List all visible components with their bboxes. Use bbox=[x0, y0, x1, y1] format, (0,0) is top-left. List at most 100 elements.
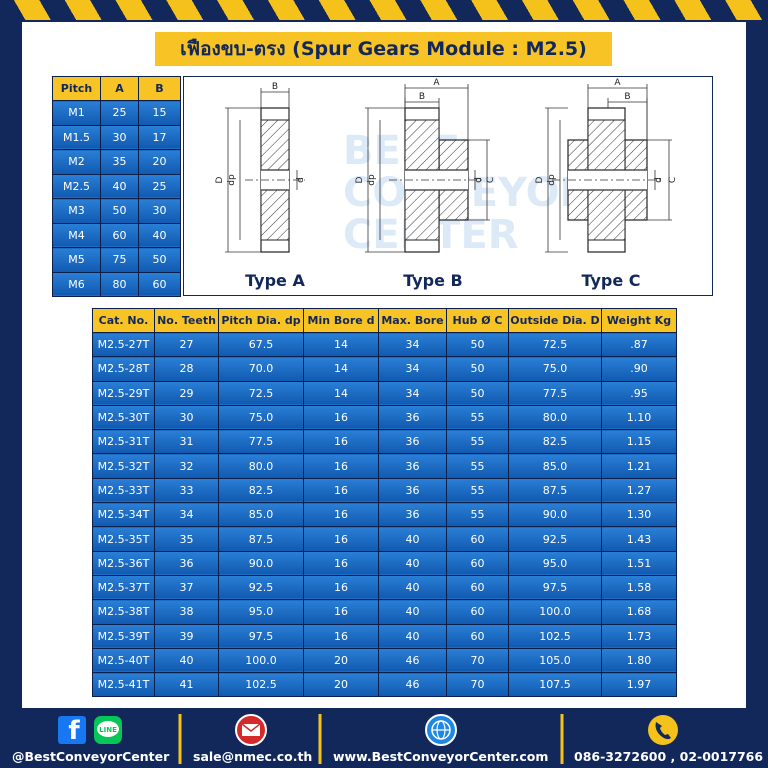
gear-bore bbox=[261, 170, 289, 190]
table-cell: 85.0 bbox=[508, 453, 602, 479]
table-cell: 16 bbox=[303, 502, 379, 528]
table-cell: .95 bbox=[601, 380, 677, 406]
facebook-text: @BestConveyorCenter bbox=[12, 749, 170, 764]
top-stripes bbox=[0, 0, 768, 20]
table-cell: 34 bbox=[378, 356, 447, 382]
table-cell: 50 bbox=[446, 380, 509, 406]
table-cell: 75.0 bbox=[508, 356, 602, 382]
table-cell: 34 bbox=[378, 331, 447, 358]
table-cell: 100.0 bbox=[508, 599, 602, 625]
table-cell: 14 bbox=[303, 331, 379, 358]
table-cell: 39 bbox=[154, 623, 219, 649]
table-cell: 55 bbox=[446, 453, 509, 479]
mail-glyph-flap bbox=[241, 723, 261, 732]
phone-icon[interactable] bbox=[648, 715, 678, 745]
dimension-label: D bbox=[215, 176, 225, 183]
phone-text: 086-3272600 , 02-0017766 bbox=[574, 749, 763, 764]
dimension-label: A bbox=[614, 78, 621, 88]
table-cell: 30 bbox=[100, 124, 139, 150]
table-cell: 33 bbox=[154, 477, 219, 504]
column-header: B bbox=[138, 76, 181, 101]
table-cell: 20 bbox=[138, 149, 181, 175]
table-cell: M2.5 bbox=[52, 173, 101, 199]
table-cell: M2.5-28T bbox=[92, 356, 155, 382]
table-cell: 80.0 bbox=[218, 453, 304, 479]
phone-glyph bbox=[655, 722, 671, 740]
table-cell: 75 bbox=[100, 247, 139, 273]
table-cell: 41 bbox=[154, 672, 219, 698]
table-cell: 1.51 bbox=[601, 550, 677, 576]
table-cell: 60 bbox=[446, 623, 509, 649]
column-header: Outside Dia. D bbox=[508, 308, 602, 333]
table-cell: 67.5 bbox=[218, 331, 304, 358]
table-cell: M6 bbox=[52, 271, 101, 297]
table-cell: 50 bbox=[446, 331, 509, 358]
table-cell: M2.5-39T bbox=[92, 623, 155, 649]
table-cell: 55 bbox=[446, 404, 509, 431]
header-row: Pitch A B bbox=[52, 76, 181, 101]
table-cell: 40 bbox=[138, 222, 181, 248]
table-row: M2.5-35T 35 87.5 16 40 60 92.5 1.43 bbox=[92, 526, 677, 552]
table-cell: 16 bbox=[303, 404, 379, 431]
footer-bg bbox=[0, 708, 768, 768]
table-cell: 14 bbox=[303, 356, 379, 382]
table-cell: 95.0 bbox=[218, 599, 304, 625]
facebook-glyph: f bbox=[68, 716, 80, 746]
table-cell: M3 bbox=[52, 198, 101, 224]
table-cell: 102.5 bbox=[508, 623, 602, 649]
column-header: No. Teeth bbox=[154, 308, 219, 333]
table-cell: 70 bbox=[446, 647, 509, 674]
line-label: LINE bbox=[99, 726, 117, 734]
table-cell: 82.5 bbox=[218, 477, 304, 504]
table-cell: 17 bbox=[138, 124, 181, 150]
table-row: M2 35 20 bbox=[52, 149, 181, 175]
table-cell: 92.5 bbox=[218, 574, 304, 601]
table-row: M2.5-39T 39 97.5 16 40 60 102.5 1.73 bbox=[92, 623, 677, 649]
table-cell: 100.0 bbox=[218, 647, 304, 674]
table-cell: 16 bbox=[303, 623, 379, 649]
line-bubble bbox=[97, 721, 119, 737]
dimension-label: C bbox=[668, 177, 678, 183]
table-cell: 1.73 bbox=[601, 623, 677, 649]
column-header: Weight Kg bbox=[601, 308, 677, 333]
dimension-label: D bbox=[355, 176, 365, 183]
table-cell: 102.5 bbox=[218, 672, 304, 698]
table-row: M3 50 30 bbox=[52, 198, 181, 224]
dimension-label: D bbox=[535, 176, 545, 183]
dimension-label: B bbox=[624, 92, 630, 102]
table-cell: M2.5-34T bbox=[92, 502, 155, 528]
table-cell: 85.0 bbox=[218, 502, 304, 528]
table-row: M2.5-36T 36 90.0 16 40 60 95.0 1.51 bbox=[92, 550, 677, 576]
table-cell: M2.5-41T bbox=[92, 672, 155, 698]
table-cell: 27 bbox=[154, 331, 219, 358]
table-cell: 36 bbox=[378, 477, 447, 504]
table-cell: 40 bbox=[378, 574, 447, 601]
table-cell: 75.0 bbox=[218, 404, 304, 431]
column-header: Hub Ø C bbox=[446, 308, 509, 333]
table-cell: 50 bbox=[138, 247, 181, 273]
table-row: M2.5-38T 38 95.0 16 40 60 100.0 1.68 bbox=[92, 599, 677, 625]
table-cell: 36 bbox=[378, 453, 447, 479]
table-cell: M2 bbox=[52, 149, 101, 175]
table-cell: 1.10 bbox=[601, 404, 677, 431]
table-cell: 25 bbox=[100, 100, 139, 126]
table-cell: 80 bbox=[100, 271, 139, 297]
table-row: M2.5-29T 29 72.5 14 34 50 77.5.95 bbox=[92, 380, 677, 406]
table-cell: 40 bbox=[378, 526, 447, 552]
table-cell: 16 bbox=[303, 550, 379, 576]
table-cell: M2.5-37T bbox=[92, 574, 155, 601]
table-row: M2.5-33T 33 82.5 16 36 55 87.5 1.27 bbox=[92, 477, 677, 504]
table-cell: 16 bbox=[303, 477, 379, 504]
table-cell: 1.80 bbox=[601, 647, 677, 674]
table-cell: M2.5-31T bbox=[92, 429, 155, 455]
gear-bore bbox=[405, 170, 468, 190]
table-cell: 77.5 bbox=[508, 380, 602, 406]
pitch-table: Pitch A B M1 25 15 M1.5 30 17 M2 35 20 M2.5 40 25 M3 50 3… bbox=[52, 76, 181, 297]
table-cell: 50 bbox=[446, 356, 509, 382]
table-cell: 70 bbox=[446, 672, 509, 698]
table-cell: 87.5 bbox=[508, 477, 602, 504]
table-cell: 38 bbox=[154, 599, 219, 625]
footer: f LINE @BestConveyorCenter sale@nmec.co.… bbox=[0, 708, 768, 768]
facebook-icon[interactable] bbox=[58, 716, 86, 744]
table-cell: 55 bbox=[446, 429, 509, 455]
